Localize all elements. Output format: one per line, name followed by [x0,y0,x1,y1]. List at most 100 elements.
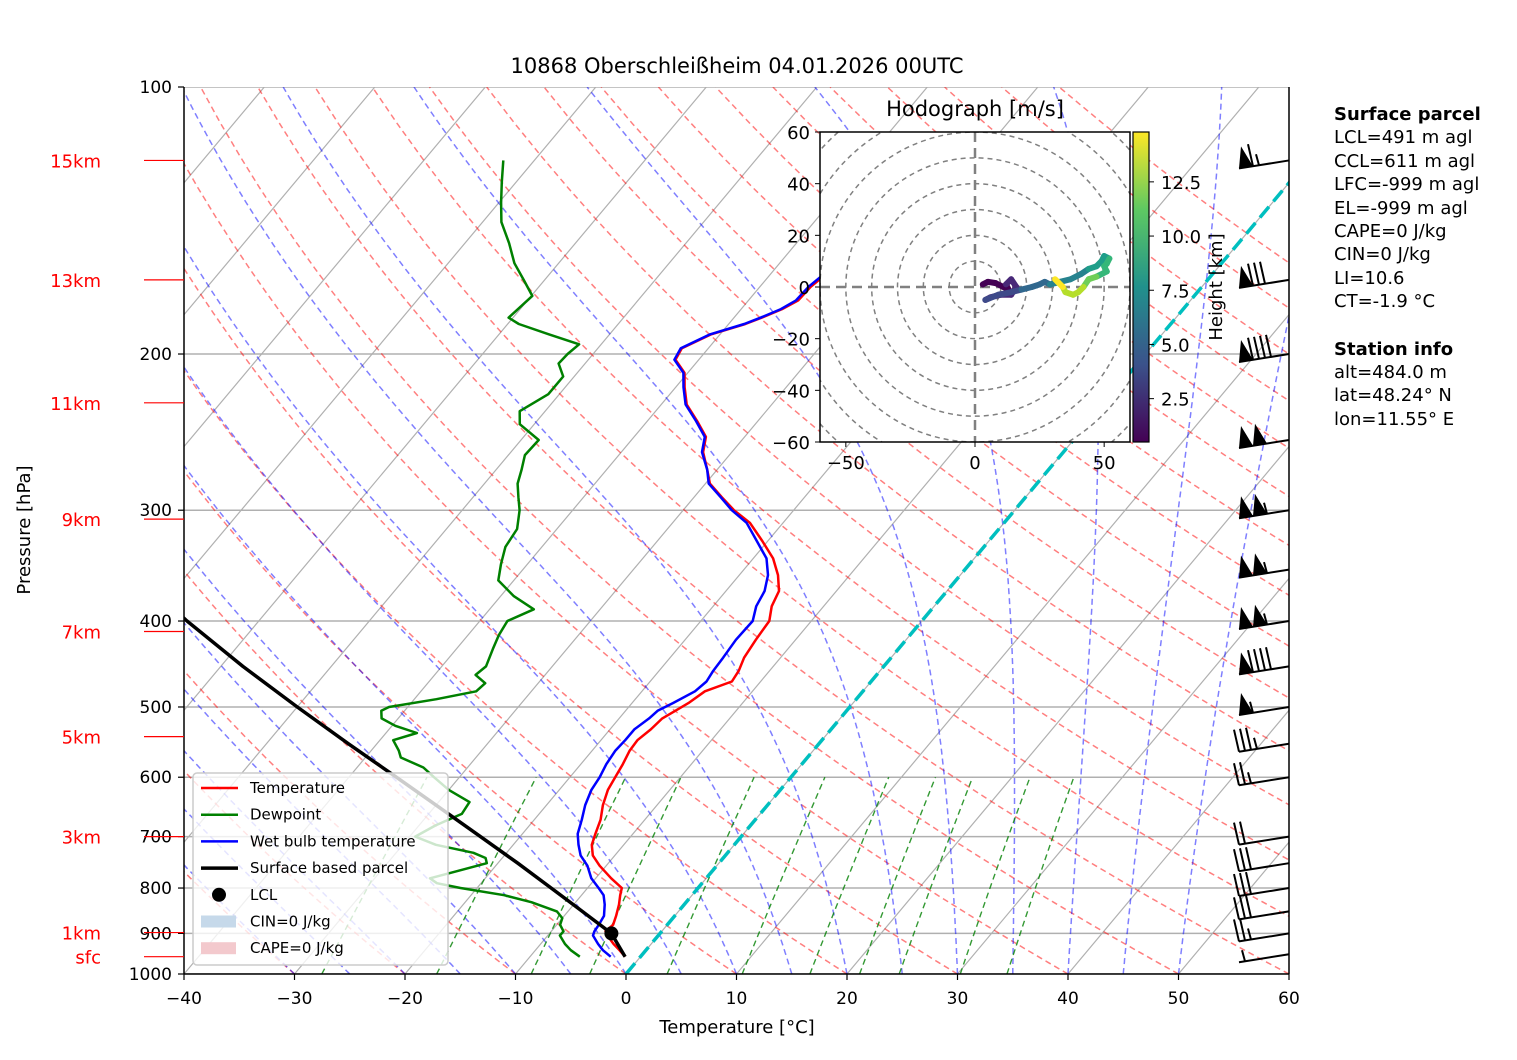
hodograph-title: Hodograph [m/s] [886,97,1064,121]
barb-staff [1238,862,1290,873]
x-tick-label: −40 [166,989,202,1009]
wind-barb [1233,821,1290,846]
hodograph-y-tick-label: −20 [772,330,810,351]
barb-full [1247,143,1254,167]
mixing-ratio-line [959,776,1031,974]
barb-staff [1238,705,1290,716]
y-tick-label: 700 [140,828,172,848]
colorbar-label: Height [km] [1206,233,1227,340]
barb-staff [1238,159,1290,170]
height-label: 5km [62,728,101,749]
hodograph-y-tick-label: −60 [772,433,810,454]
mixing-ratio-line [589,776,682,974]
stat-el: EL=-999 m agl [1334,197,1468,219]
hodograph-x-tick-label: 50 [1093,453,1116,474]
station-info-header: Station info [1334,338,1454,360]
barb-pennant [1239,340,1253,363]
wind-barb [1238,143,1290,170]
y-tick-label: 400 [140,612,172,632]
moist-adiabat [184,464,627,974]
barb-pennant [1239,496,1253,519]
stat-li: LI=10.6 [1334,267,1405,289]
legend-patch [201,942,236,955]
barb-half [1249,701,1254,714]
barb-full [1247,649,1254,673]
legend-marker [212,887,226,902]
legend-box [192,772,449,966]
height-label: 13km [50,271,101,292]
barb-full [1239,896,1246,919]
hodograph-plot [820,132,1130,442]
height-label: 15km [50,151,101,172]
barb-staff [1238,932,1290,943]
moist-adiabat [413,87,904,974]
barb-full [1239,821,1246,844]
y-tick-label: 100 [140,78,172,98]
dry-adiabat [314,87,1289,918]
colorbar-tick-label: 10.0 [1161,227,1201,248]
mixing-ratio-line [898,776,974,974]
x-tick-label: 30 [947,989,969,1009]
x-tick-label: −20 [387,989,423,1009]
hodograph-x-tick-label: −50 [827,453,865,474]
barb-full [1247,263,1254,286]
legend-label: CIN=0 J/kg [250,913,331,931]
station-lon: lon=11.55° E [1334,408,1455,430]
y-tick-label: 500 [140,698,172,718]
barb-full [1259,648,1266,671]
dry-adiabat [184,369,848,974]
lcl-marker [604,926,619,941]
barb-full [1233,762,1240,786]
barb-half [1241,950,1246,962]
barb-staff [1238,742,1290,753]
isotherm-line [846,445,1289,974]
barb-full [1233,873,1240,897]
wind-barb [1238,950,1290,964]
isotherm-line [736,313,1289,974]
x-tick-label: 10 [726,989,748,1009]
mixing-ratio-line [530,776,627,974]
barb-staff [1238,568,1290,579]
moist-adiabat [184,548,572,974]
wind-barb [1233,727,1290,753]
colorbar-tick-label: 12.5 [1161,173,1201,194]
barb-full [1259,261,1266,284]
x-tick-label: 50 [1168,989,1190,1009]
barb-pennant [1239,652,1253,675]
wind-barb [1233,762,1290,787]
x-tick-label: −30 [277,989,313,1009]
hodograph-y-tick-label: 20 [787,226,810,247]
barb-pennant [1239,425,1253,448]
stat-ccl: CCL=611 m agl [1334,150,1476,172]
hodograph-y-tick-label: −40 [772,381,810,402]
x-tick-label: 40 [1057,989,1079,1009]
barb-half [1247,928,1252,940]
colorbar-tick-label: 7.5 [1161,281,1190,302]
barb-full [1259,335,1266,359]
barb-full [1233,822,1240,845]
isotherm-line [184,87,707,712]
moist-adiabat [184,245,738,974]
dry-adiabat [428,87,1289,806]
isotherm-line [184,87,597,580]
wind-barbs [1233,143,1290,964]
barb-half [1255,153,1260,166]
station-alt: alt=484.0 m [1334,362,1447,384]
x-tick-label: −10 [498,989,534,1009]
y-tick-label: 600 [140,768,172,788]
chart-title: 10868 Oberschleißheim 04.01.2026 00UTC [511,54,964,78]
legend-label: Wet bulb temperature [250,832,416,850]
series-wet-bulb-temperature [576,159,943,958]
mixing-ratio-line [858,776,937,974]
isotherm-line [184,87,376,316]
barb-half [1253,737,1258,750]
dry-adiabat [184,569,627,974]
barb-full [1239,728,1246,751]
wind-barb [1238,493,1290,520]
legend-label: LCL [250,886,278,904]
dry-adiabat [829,87,1289,450]
barb-staff [1238,835,1290,846]
barb-half [1247,772,1252,784]
height-label: 11km [50,394,101,415]
